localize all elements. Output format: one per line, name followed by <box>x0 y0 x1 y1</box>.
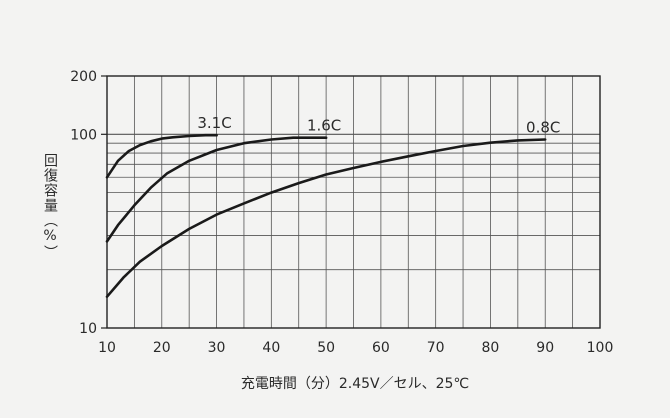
x-tick-label: 90 <box>536 340 554 356</box>
x-tick-label: 30 <box>208 340 226 356</box>
series-line-0-8c <box>105 138 547 298</box>
series-labels: 3.1C 1.6C 0.8C <box>197 114 560 136</box>
plot-frame <box>101 75 601 329</box>
x-tick-label: 60 <box>372 340 390 356</box>
grid-lines <box>107 76 600 328</box>
series-line-1-6c <box>105 136 328 243</box>
series-lines <box>105 133 547 298</box>
tick-labels: 10 20 30 40 50 60 70 80 90 100 10 100 200 <box>70 69 613 356</box>
x-tick-label: 100 <box>587 340 614 356</box>
x-tick-label: 80 <box>482 340 500 356</box>
y-tick-label: 10 <box>79 321 97 337</box>
x-tick-label: 70 <box>427 340 445 356</box>
y-tick-label: 100 <box>70 127 97 143</box>
series-label-1-6c: 1.6C <box>307 117 341 135</box>
y-axis-title: 回復容量（%） <box>42 153 58 260</box>
series-label-3-1c: 3.1C <box>197 114 231 132</box>
x-tick-label: 40 <box>262 340 280 356</box>
x-tick-label: 20 <box>153 340 171 356</box>
series-label-0-8c: 0.8C <box>526 119 560 137</box>
x-axis-title: 充電時間（分）2.45V／セル、25℃ <box>241 376 469 392</box>
x-tick-label: 50 <box>317 340 335 356</box>
series-line-3-1c <box>105 133 218 179</box>
x-tick-label: 10 <box>98 340 116 356</box>
y-tick-label: 200 <box>70 69 97 85</box>
plot-border <box>106 75 601 329</box>
